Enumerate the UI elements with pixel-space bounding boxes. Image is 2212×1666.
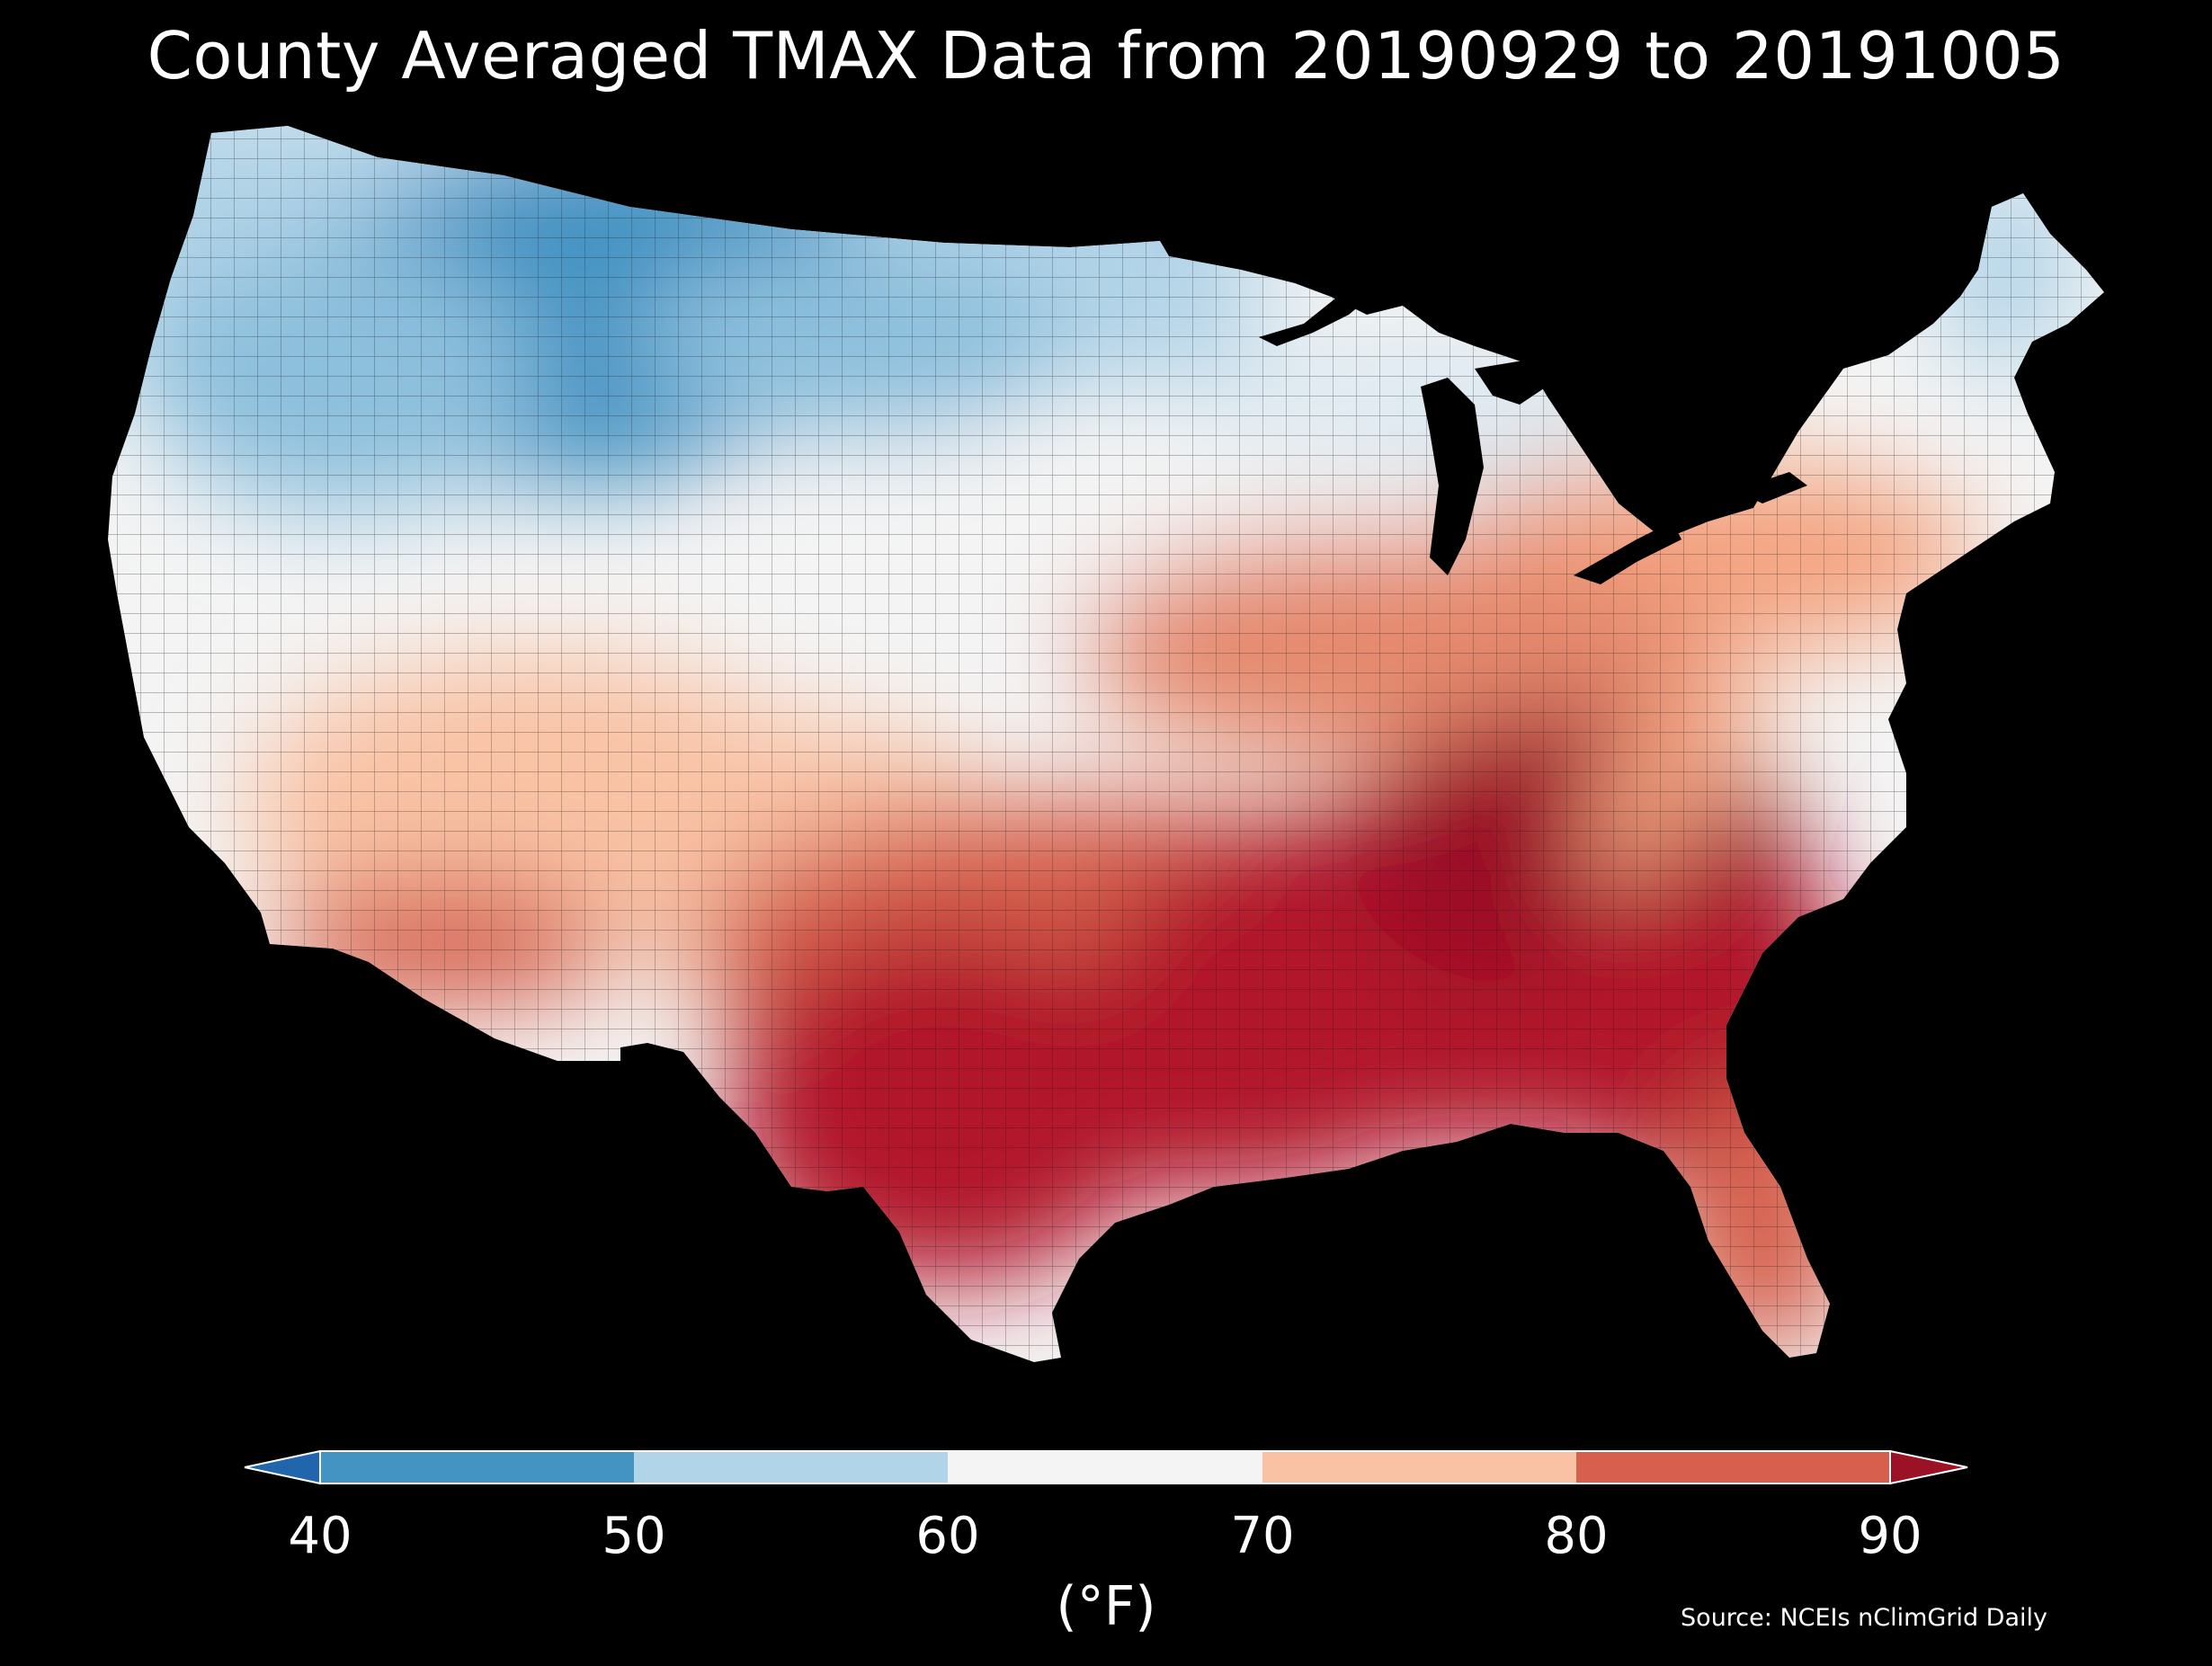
map-title: County Averaged TMAX Data from 20190929 … (147, 18, 2065, 94)
colorbar-tick-50: 50 (602, 1507, 666, 1565)
colorbar-extend-low (244, 1449, 321, 1485)
colorbar-bin-80-90 (1576, 1451, 1890, 1483)
colorbar-bin-70-80 (1262, 1451, 1576, 1483)
colorbar-tick-70: 70 (1230, 1507, 1295, 1565)
colorbar-tick-60: 60 (915, 1507, 980, 1565)
source-credit: Source: NCEIs nClimGrid Daily (1681, 1604, 2047, 1632)
colorbar-bin-40-50 (320, 1451, 634, 1483)
great-lakes (1259, 279, 1807, 584)
colorbar-extend-high (1889, 1449, 1968, 1485)
colorbar-tick-90: 90 (1858, 1507, 1922, 1565)
colorbar-bin-60-70 (948, 1451, 1262, 1483)
colorbar-unit-label: (°F) (1056, 1575, 1156, 1638)
colorbar (244, 1449, 1968, 1485)
colorbar-bin-50-60 (634, 1451, 948, 1483)
colorbar-tick-40: 40 (288, 1507, 352, 1565)
colorbar-tick-80: 80 (1544, 1507, 1609, 1565)
